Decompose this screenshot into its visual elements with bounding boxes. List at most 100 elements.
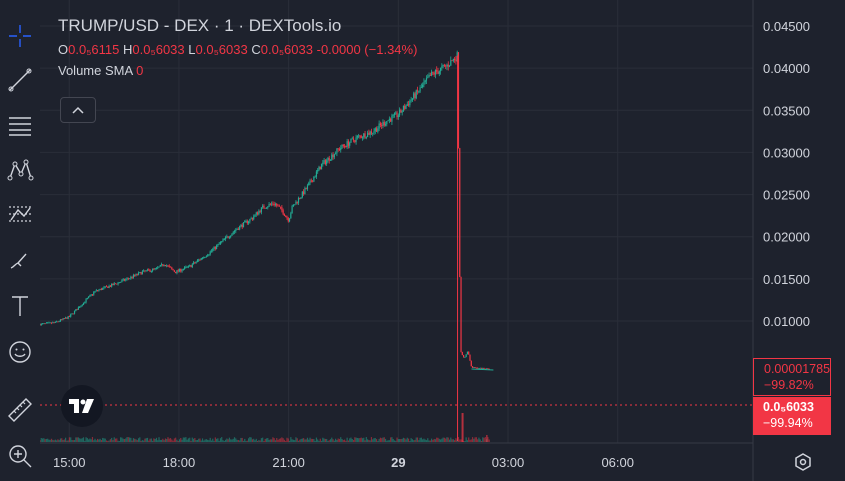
time-axis[interactable]: 15:00 18:00 21:00 29 03:00 06:00 (53, 455, 634, 470)
volume-bar (367, 439, 369, 442)
candle-body (291, 206, 293, 214)
volume-bar (287, 438, 289, 442)
candle-body (159, 264, 161, 267)
volume-bar (184, 437, 186, 442)
candle-body (218, 243, 220, 245)
volume-bar (173, 438, 175, 442)
volume-bar (328, 440, 330, 442)
crash-volume-bar (461, 413, 464, 442)
candle-body (464, 357, 466, 358)
candle-body (184, 267, 186, 270)
volume-bar (224, 439, 227, 442)
candle-body (239, 226, 241, 230)
volume-bar (314, 440, 316, 442)
volume-label[interactable]: Volume SMA (58, 63, 133, 78)
volume-bar (127, 437, 129, 442)
volume-bar (223, 440, 225, 442)
fib-tool[interactable] (0, 106, 40, 142)
tradingview-logo[interactable] (61, 385, 103, 427)
pattern-tool[interactable] (0, 152, 40, 188)
candle-body (369, 131, 371, 135)
candle-body (268, 204, 270, 207)
candle-body (450, 60, 452, 66)
low-key: L (188, 42, 196, 57)
candle-body (185, 266, 187, 268)
collapse-legend-button[interactable] (60, 97, 96, 123)
candle-body (447, 64, 449, 67)
volume-bar (61, 438, 63, 442)
emoji-tool[interactable] (0, 334, 40, 370)
candle-body (373, 131, 375, 133)
candle-body (410, 100, 412, 102)
volume-bar (386, 440, 388, 442)
symbol-title[interactable]: TRUMP/USD - DEX · 1 · DEXTools.io (58, 16, 342, 35)
candle-body (54, 321, 56, 323)
volume-bar (303, 438, 305, 442)
volume-bar (359, 438, 361, 442)
volume-bar (112, 440, 114, 442)
brush-tool[interactable] (0, 242, 40, 278)
candle-body (370, 131, 373, 134)
crosshair-tool[interactable] (0, 18, 40, 54)
volume-bar (39, 440, 41, 442)
candle-body (328, 157, 330, 161)
volume-bar (145, 438, 147, 442)
candle-body (333, 154, 335, 158)
candle-body (73, 310, 76, 314)
last-close-percent: −99.82% (764, 378, 814, 392)
prediction-tool[interactable] (0, 196, 40, 232)
volume-bar (45, 438, 47, 442)
candle-body (462, 355, 465, 358)
volume-bar (278, 438, 280, 442)
candle-body (134, 274, 136, 276)
volume-bar (76, 437, 78, 442)
price-axis[interactable]: 0.04500 0.04000 0.03500 0.03000 0.02500 0.020… (763, 19, 810, 329)
candle-body (196, 260, 199, 262)
candle-body (313, 177, 315, 182)
volume-bar (196, 439, 199, 442)
volume-bar (181, 439, 183, 442)
candle-body (287, 218, 289, 222)
volume-bar (62, 439, 64, 442)
volume-bar (137, 438, 140, 442)
volume-bar (351, 438, 353, 442)
volume-bar (99, 438, 101, 442)
text-tool[interactable] (0, 288, 40, 324)
candle-body (262, 205, 264, 208)
candle-body (241, 224, 243, 228)
trend-line-tool[interactable] (0, 62, 40, 98)
candle-body (443, 64, 445, 66)
volume-bar (479, 439, 481, 442)
candle-body (154, 268, 156, 269)
volume-bar (232, 438, 234, 442)
candle-body (91, 294, 94, 296)
zoom-tool[interactable] (0, 438, 40, 474)
current-price: 0.0₅6033 (763, 400, 814, 414)
candle-body (390, 118, 392, 122)
volume-bar (135, 439, 137, 442)
volume-bar (246, 440, 248, 442)
volume-bar (294, 440, 296, 442)
volume-bar (68, 437, 71, 442)
volume-bar (230, 439, 232, 442)
chart-settings-button[interactable] (790, 449, 816, 475)
low-value: 0.0₅6033 (195, 42, 248, 57)
candle-body (70, 314, 72, 317)
candle-body (86, 298, 88, 300)
volume-bar (288, 440, 291, 442)
candle-body (125, 279, 127, 281)
volume-bar (109, 439, 111, 442)
candle-body (67, 316, 69, 319)
ruler-tool[interactable] (0, 392, 40, 428)
volume-bar (382, 437, 384, 442)
volume-bar (383, 437, 385, 442)
volume-bar (95, 440, 97, 442)
volume-bar (126, 437, 128, 442)
volume-bar (477, 439, 479, 442)
candle-body (100, 288, 103, 290)
volume-bar (450, 437, 452, 442)
volume-bar (306, 437, 309, 442)
candle-body (341, 144, 343, 149)
volume-bar (410, 438, 412, 442)
